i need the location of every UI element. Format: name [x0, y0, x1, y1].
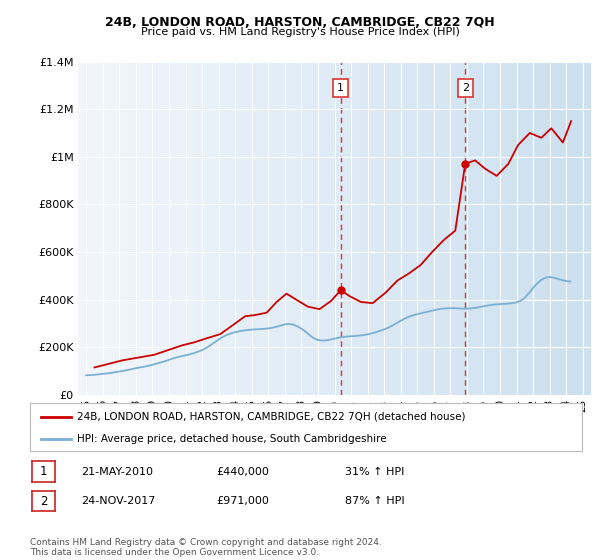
Text: 31% ↑ HPI: 31% ↑ HPI	[345, 466, 404, 477]
Text: 24-NOV-2017: 24-NOV-2017	[81, 496, 155, 506]
Text: 87% ↑ HPI: 87% ↑ HPI	[345, 496, 404, 506]
Text: 1: 1	[337, 83, 344, 94]
Text: 2: 2	[461, 83, 469, 94]
Text: 1: 1	[40, 465, 47, 478]
Text: 2: 2	[40, 494, 47, 508]
Text: 24B, LONDON ROAD, HARSTON, CAMBRIDGE, CB22 7QH (detached house): 24B, LONDON ROAD, HARSTON, CAMBRIDGE, CB…	[77, 412, 466, 422]
Text: 21-MAY-2010: 21-MAY-2010	[81, 466, 153, 477]
Text: Contains HM Land Registry data © Crown copyright and database right 2024.
This d: Contains HM Land Registry data © Crown c…	[30, 538, 382, 557]
Text: HPI: Average price, detached house, South Cambridgeshire: HPI: Average price, detached house, Sout…	[77, 434, 386, 444]
Text: Price paid vs. HM Land Registry's House Price Index (HPI): Price paid vs. HM Land Registry's House …	[140, 27, 460, 37]
Text: £971,000: £971,000	[216, 496, 269, 506]
Text: £440,000: £440,000	[216, 466, 269, 477]
Text: 24B, LONDON ROAD, HARSTON, CAMBRIDGE, CB22 7QH: 24B, LONDON ROAD, HARSTON, CAMBRIDGE, CB…	[105, 16, 495, 29]
